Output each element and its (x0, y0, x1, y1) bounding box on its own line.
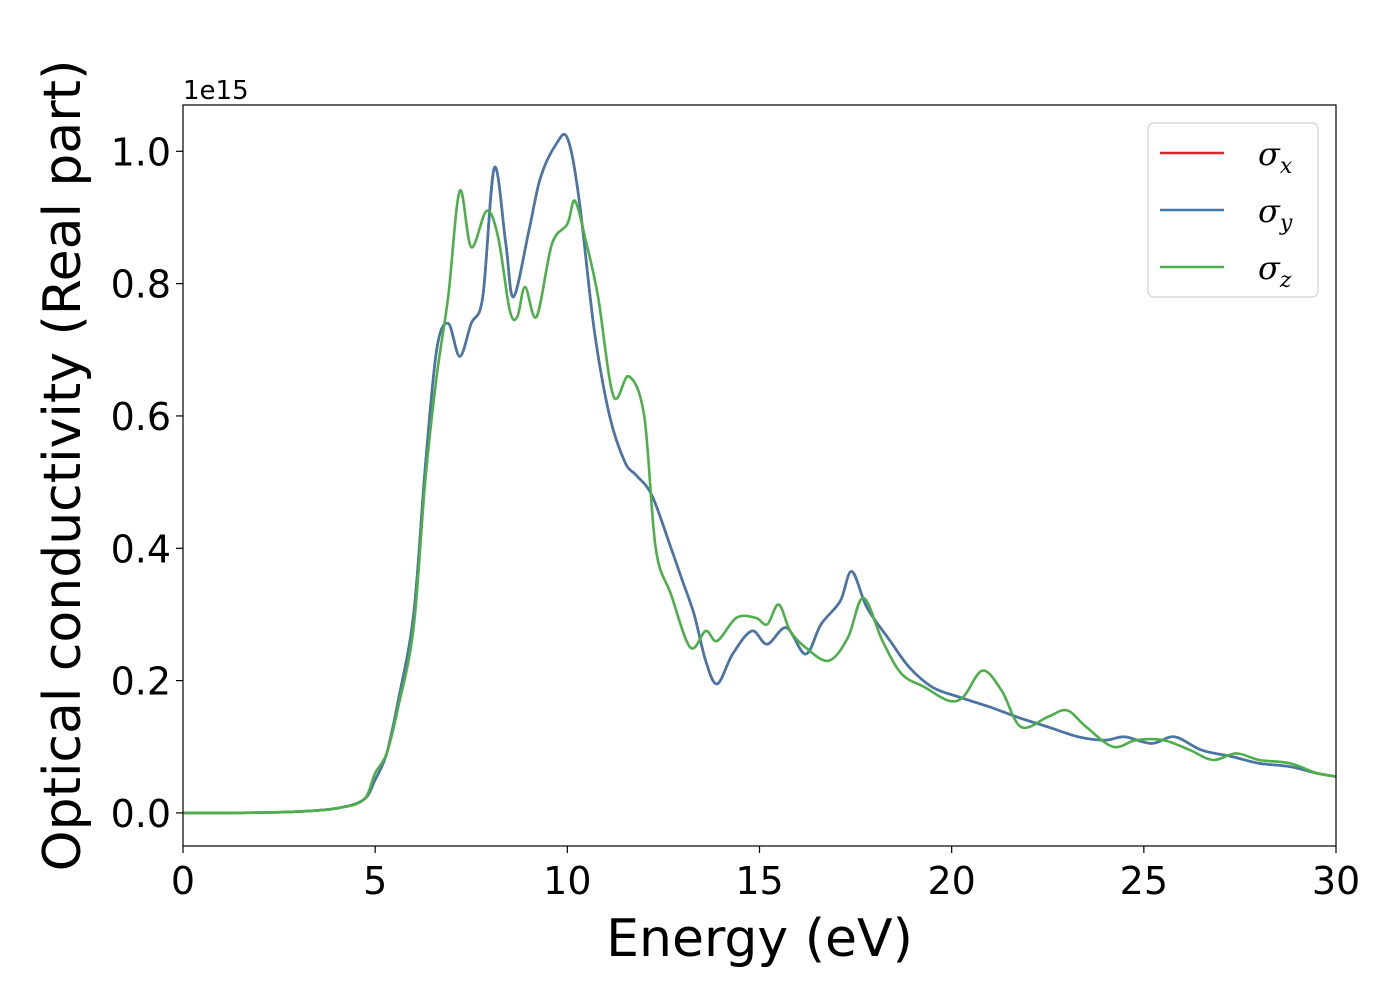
x-tick-label: 10 (543, 859, 591, 903)
x-tick-label: 30 (1312, 859, 1360, 903)
y-tick-label: 0.6 (111, 395, 171, 439)
y-tick-label: 0.2 (111, 660, 171, 704)
legend-box (1147, 122, 1319, 298)
y-axis: 0.0 0.2 0.4 0.6 0.8 1.0 (111, 130, 183, 836)
series-layer (183, 133, 1336, 815)
x-tick-label: 20 (927, 859, 975, 903)
x-tick-label: 25 (1120, 859, 1168, 903)
series-line-sigma-z (183, 189, 1336, 815)
y-tick-label: 0.8 (111, 263, 171, 307)
y-offset-text: 1e15 (183, 76, 249, 106)
x-axis-label: Energy (eV) (606, 909, 913, 969)
y-axis-label: Optical conductivity (Real part) (33, 60, 93, 872)
x-axis: 0 5 10 15 20 25 30 (171, 846, 1360, 903)
x-tick-label: 15 (735, 859, 783, 903)
y-tick-label: 0.0 (111, 792, 171, 836)
y-tick-label: 0.4 (111, 527, 171, 571)
x-tick-label: 0 (171, 859, 195, 903)
y-tick-label: 1.0 (111, 130, 171, 174)
x-tick-label: 5 (363, 859, 387, 903)
